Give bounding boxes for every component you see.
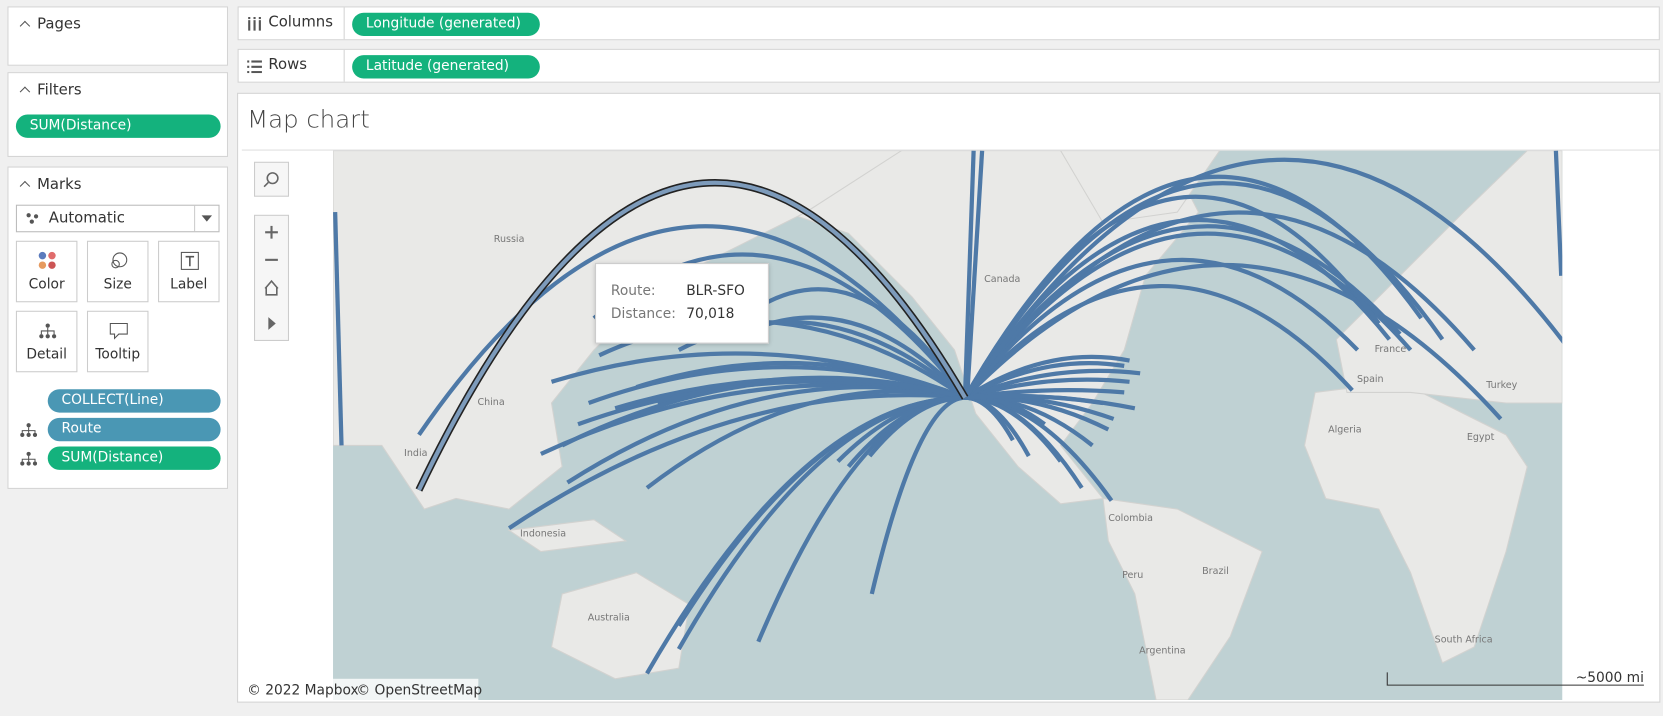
shelf-pill[interactable]: Longitude (generated)	[352, 12, 540, 37]
mark-type-label: Automatic	[48, 209, 125, 227]
map-label: South Africa	[1435, 635, 1493, 646]
button-label: Color	[28, 276, 65, 293]
color-button[interactable]: Color	[15, 240, 78, 303]
detail-button[interactable]: Detail	[15, 310, 78, 373]
marks-pill[interactable]: Route	[47, 417, 221, 442]
button-label: Label	[170, 276, 208, 293]
map-label: Egypt	[1467, 432, 1495, 443]
route-line	[333, 212, 344, 446]
mark-type-icon	[26, 213, 39, 224]
attribution-bg	[242, 678, 479, 700]
map-label: Australia	[588, 612, 630, 623]
button-label: Tooltip	[95, 346, 141, 363]
dropdown-arrow	[201, 215, 213, 222]
columns-icon	[248, 16, 261, 31]
route-line	[1553, 150, 1563, 276]
button-label: Size	[103, 276, 132, 293]
tooltip-value: BLR-SFO	[686, 283, 745, 300]
map-label: India	[404, 448, 427, 459]
map-label: Indonesia	[520, 529, 566, 540]
route-line	[561, 377, 966, 448]
size-button[interactable]: Size	[86, 240, 149, 303]
scale-label: ~5000 mi	[1576, 670, 1644, 686]
map-label: Canada	[984, 274, 1020, 285]
shelf-label: Rows	[268, 56, 307, 74]
attribution: © 2022 Mapbox	[247, 683, 358, 699]
route-line	[635, 360, 966, 400]
route-line	[964, 393, 1136, 411]
detail-pill-icon	[20, 451, 38, 466]
shelf-label: Columns	[268, 13, 333, 31]
card-title[interactable]: Pages	[19, 16, 81, 33]
route-line	[963, 284, 1354, 400]
color-icon	[38, 251, 56, 269]
tooltip-button[interactable]: Tooltip	[86, 310, 149, 373]
filters-card: Filters SUM(Distance)	[7, 72, 229, 157]
route-line	[963, 257, 1360, 400]
route-line	[964, 377, 1130, 400]
card-title[interactable]: Marks	[19, 176, 81, 193]
map-label: Argentina	[1139, 645, 1186, 656]
button-label: Detail	[26, 346, 67, 363]
scale-bar	[1386, 672, 1644, 686]
size-icon	[111, 252, 128, 269]
columns-shelf: Columns Longitude (generated)	[237, 6, 1660, 41]
route-line	[417, 224, 967, 437]
tooltip-key: Distance:	[610, 306, 676, 323]
marks-card: Marks Automatic Color Size Label Detail …	[7, 166, 229, 489]
map-label: Algeria	[1328, 425, 1362, 436]
route-line	[676, 395, 966, 651]
map-label: France	[1375, 344, 1407, 355]
tooltip-value: 70,018	[686, 306, 735, 323]
tooltip-key: Route:	[610, 283, 656, 300]
card-title[interactable]: Filters	[19, 82, 82, 99]
rows-shelf: Rows Latitude (generated)	[237, 48, 1660, 83]
map-land	[333, 150, 1563, 700]
search-button[interactable]	[254, 161, 290, 197]
detail-icon	[39, 323, 57, 339]
route-line	[869, 395, 966, 595]
route-line	[507, 393, 966, 530]
map-label: Colombia	[1108, 513, 1153, 524]
map-labels: Russia China India Canada Indonesia Australia…	[404, 234, 1518, 657]
filter-pill[interactable]: SUM(Distance)	[15, 114, 221, 138]
map-label: China	[477, 397, 504, 408]
rows-icon	[247, 60, 262, 74]
route-line	[963, 354, 1130, 400]
map-label: Peru	[1122, 570, 1143, 581]
marks-pill[interactable]: COLLECT(Line)	[47, 389, 221, 413]
route-line	[963, 150, 976, 393]
map-controls	[254, 161, 290, 341]
route-line	[963, 181, 1445, 399]
map-label: Spain	[1357, 374, 1384, 385]
attribution: © OpenStreetMap	[356, 683, 482, 699]
map-label: Turkey	[1485, 380, 1517, 391]
route-line	[963, 157, 1563, 399]
shelf-pill[interactable]: Latitude (generated)	[352, 55, 540, 79]
tooltip-icon	[109, 322, 128, 340]
tooltip: Route: BLR-SFO Distance: 70,018	[594, 263, 769, 344]
view-title: Map chart	[247, 106, 370, 134]
map-label: Brazil	[1202, 566, 1229, 577]
map-label: Russia	[494, 234, 525, 245]
title-divider	[241, 149, 1660, 151]
highlighted-route	[417, 180, 967, 491]
route-line	[963, 224, 1402, 399]
detail-pill-icon	[20, 423, 38, 437]
label-icon	[180, 251, 199, 270]
reset-map[interactable]	[255, 275, 289, 303]
mark-type-dropdown[interactable]: Automatic	[15, 204, 220, 233]
route-line	[965, 150, 985, 395]
pages-card: Pages	[7, 6, 229, 66]
marks-pill[interactable]: SUM(Distance)	[47, 446, 221, 470]
label-button[interactable]: Label	[158, 240, 220, 303]
